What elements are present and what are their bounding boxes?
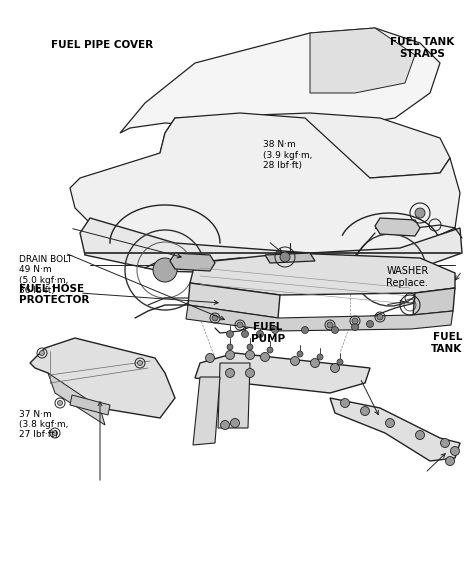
Text: FUEL PIPE COVER: FUEL PIPE COVER <box>51 40 153 50</box>
Circle shape <box>227 344 233 350</box>
Polygon shape <box>310 28 415 93</box>
Circle shape <box>246 351 255 359</box>
Circle shape <box>385 418 394 427</box>
Circle shape <box>327 322 333 328</box>
Circle shape <box>337 359 343 365</box>
Circle shape <box>261 352 270 362</box>
Polygon shape <box>188 283 280 318</box>
Circle shape <box>416 430 425 439</box>
Polygon shape <box>330 398 460 461</box>
Circle shape <box>206 354 215 363</box>
Polygon shape <box>413 288 455 315</box>
Circle shape <box>317 354 323 360</box>
Circle shape <box>366 320 374 328</box>
Circle shape <box>446 457 455 465</box>
Circle shape <box>352 318 358 324</box>
Circle shape <box>330 363 339 372</box>
Text: 37 N·m
(3.8 kgf·m,
27 lbf·ft): 37 N·m (3.8 kgf·m, 27 lbf·ft) <box>19 410 68 439</box>
Circle shape <box>226 368 235 378</box>
Text: 38 N·m
(3.9 kgf·m,
28 lbf·ft): 38 N·m (3.9 kgf·m, 28 lbf·ft) <box>263 140 312 170</box>
Text: WASHER
Replace.: WASHER Replace. <box>386 266 428 288</box>
Circle shape <box>280 252 290 262</box>
Polygon shape <box>190 253 455 295</box>
Polygon shape <box>80 218 462 275</box>
Circle shape <box>230 418 239 427</box>
Polygon shape <box>30 338 175 418</box>
Circle shape <box>291 356 300 366</box>
Circle shape <box>226 351 235 359</box>
Circle shape <box>310 359 319 367</box>
Circle shape <box>53 430 57 435</box>
Circle shape <box>220 421 229 430</box>
Polygon shape <box>375 218 420 236</box>
Circle shape <box>39 351 45 355</box>
Circle shape <box>57 401 63 406</box>
Text: FUEL TANK
STRAPS: FUEL TANK STRAPS <box>390 37 454 59</box>
Polygon shape <box>48 373 105 425</box>
Circle shape <box>361 406 370 415</box>
Circle shape <box>137 360 143 366</box>
Text: FUEL
TANK: FUEL TANK <box>431 332 462 354</box>
Circle shape <box>352 324 358 331</box>
Polygon shape <box>70 113 460 255</box>
Circle shape <box>237 322 243 328</box>
Polygon shape <box>170 253 215 271</box>
Polygon shape <box>218 363 250 428</box>
Circle shape <box>377 314 383 320</box>
Circle shape <box>241 331 248 337</box>
Polygon shape <box>160 113 450 178</box>
Polygon shape <box>186 305 453 331</box>
Polygon shape <box>70 395 110 415</box>
Circle shape <box>212 315 218 321</box>
Circle shape <box>256 331 264 337</box>
Circle shape <box>378 258 402 282</box>
Circle shape <box>247 344 253 350</box>
Circle shape <box>227 331 234 337</box>
Circle shape <box>415 208 425 218</box>
Circle shape <box>246 368 255 378</box>
Circle shape <box>153 258 177 282</box>
Circle shape <box>331 327 338 333</box>
Polygon shape <box>265 253 315 263</box>
Circle shape <box>450 446 459 456</box>
Polygon shape <box>193 377 220 445</box>
Circle shape <box>340 398 349 407</box>
Circle shape <box>440 438 449 448</box>
Circle shape <box>267 347 273 353</box>
Circle shape <box>272 327 279 333</box>
Text: FUEL HOSE
PROTECTOR: FUEL HOSE PROTECTOR <box>19 284 89 305</box>
Text: FUEL
PUMP: FUEL PUMP <box>251 322 285 344</box>
Circle shape <box>297 351 303 357</box>
Circle shape <box>301 327 309 333</box>
Text: DRAIN BOLT
49 N·m
(5.0 kgf·m,
36 lb·ft): DRAIN BOLT 49 N·m (5.0 kgf·m, 36 lb·ft) <box>19 255 72 295</box>
Polygon shape <box>120 28 440 133</box>
Polygon shape <box>195 353 370 393</box>
